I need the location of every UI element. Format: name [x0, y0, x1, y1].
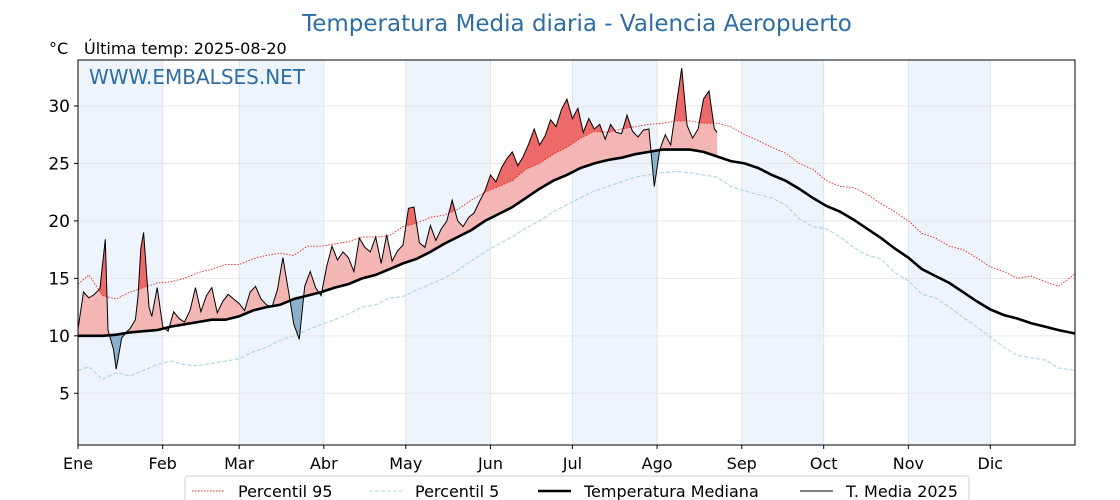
y-tick-label: 15: [48, 269, 70, 289]
above-p95-fill: [674, 68, 687, 122]
legend-label: Percentil 5: [415, 482, 499, 500]
y-tick-label: 30: [48, 97, 70, 117]
month-shade: [741, 60, 824, 445]
legend-label: Temperatura Mediana: [583, 482, 759, 500]
x-tick-label: Ene: [63, 454, 93, 473]
above-median-fill: [659, 68, 718, 157]
x-tick-label: Oct: [810, 454, 838, 473]
above-p95-fill: [449, 200, 455, 213]
month-shade: [78, 60, 163, 445]
above-p95-fill: [138, 232, 147, 290]
above-median-fill: [169, 286, 270, 327]
chart-title: Temperatura Media diaria - Valencia Aero…: [301, 11, 852, 37]
plot-frame: [77, 59, 1076, 446]
current-year-line: [77, 67, 718, 370]
median-line: [78, 148, 1076, 338]
legend: Percentil 95 Percentil 5 Temperatura Media…: [184, 475, 970, 500]
x-tick-label: Feb: [149, 454, 177, 473]
x-tick-label: Nov: [893, 454, 924, 473]
above-median-fill: [78, 239, 110, 336]
month-shade: [908, 60, 991, 445]
p5-line: [77, 170, 1076, 381]
above-p95-fill: [623, 115, 632, 129]
month-shade: [239, 60, 324, 445]
above-p95-fill: [607, 124, 615, 133]
month-shading: [78, 60, 991, 445]
above-p95-fill: [484, 99, 603, 193]
x-tick-label: Dic: [978, 454, 1004, 473]
y-tick-label: 10: [48, 327, 70, 347]
y-tick-label: 20: [48, 212, 70, 232]
legend-label: Percentil 95: [238, 482, 333, 500]
above-median-fill: [322, 99, 651, 292]
x-axis: Ene Feb Mar Abr May Jun Jul Ago Sep Oct Nov Dic: [63, 445, 1003, 473]
above-p95-fill: [406, 207, 417, 226]
x-tick-label: Mar: [224, 454, 255, 473]
above-median-fill: [272, 257, 290, 307]
below-median-fill: [110, 333, 126, 370]
y-axis-unit: °C: [49, 39, 68, 58]
legend-box: [184, 475, 970, 500]
legend-label: T. Media 2025: [845, 482, 958, 500]
x-tick-label: May: [389, 454, 422, 473]
month-shade: [572, 60, 658, 445]
area-fills: [78, 68, 718, 370]
above-median-fill: [304, 271, 320, 297]
y-tick-label: 25: [48, 154, 70, 174]
watermark: WWW.EMBALSES.NET: [89, 65, 306, 89]
x-tick-label: Sep: [727, 454, 757, 473]
series-lines: [77, 67, 1076, 381]
x-tick-label: Jun: [477, 454, 503, 473]
y-axis: 5 10 15 20 25 30: [48, 97, 78, 404]
last-update-label: Última temp: 2025-08-20: [84, 39, 287, 58]
x-tick-label: Jul: [562, 454, 582, 473]
p95-line: [77, 120, 1076, 300]
x-tick-label: Abr: [310, 454, 338, 473]
y-tick-label: 5: [59, 384, 70, 404]
x-tick-label: Ago: [642, 454, 673, 473]
